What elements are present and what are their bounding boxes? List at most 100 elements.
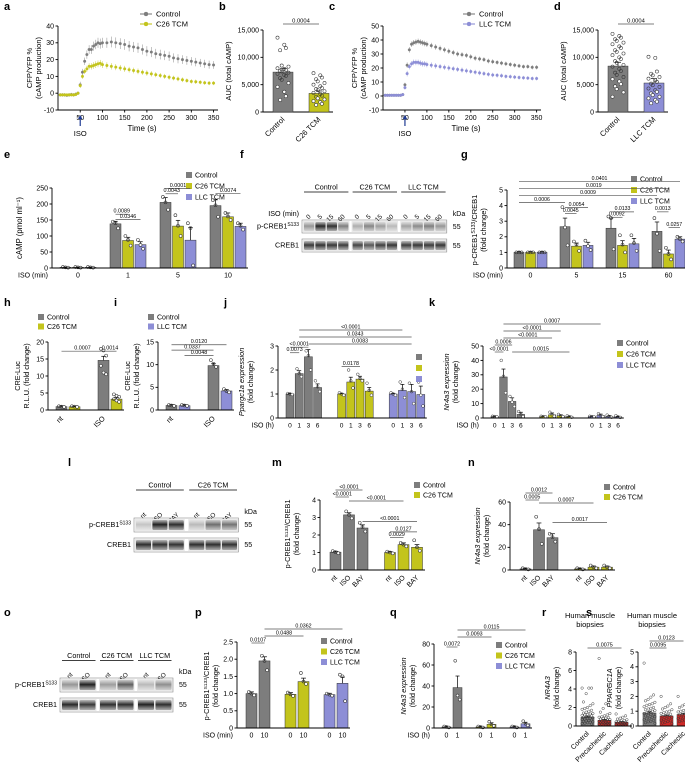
svg-text:0: 0 bbox=[479, 733, 483, 740]
svg-text:ISO (min): ISO (min) bbox=[203, 733, 233, 740]
panel-h-label: h bbox=[4, 297, 11, 309]
svg-text:20: 20 bbox=[46, 57, 54, 64]
panel-m-label: m bbox=[272, 457, 282, 469]
svg-text:60: 60 bbox=[498, 499, 506, 506]
svg-text:(fold change): (fold change) bbox=[451, 361, 460, 404]
svg-text:1: 1 bbox=[524, 733, 528, 740]
svg-text:Control: Control bbox=[479, 10, 504, 19]
svg-text:-10: -10 bbox=[369, 107, 379, 114]
svg-text:(fold change): (fold change) bbox=[552, 667, 561, 710]
svg-text:0: 0 bbox=[502, 567, 506, 574]
svg-text:C26 TCM: C26 TCM bbox=[198, 481, 229, 490]
svg-text:15: 15 bbox=[423, 213, 433, 223]
svg-text:biopsies: biopsies bbox=[638, 620, 666, 629]
svg-text:ISO (h): ISO (h) bbox=[456, 423, 479, 430]
svg-text:0.0007: 0.0007 bbox=[74, 346, 91, 352]
svg-text:10: 10 bbox=[300, 733, 308, 740]
svg-text:Control: Control bbox=[598, 115, 622, 139]
svg-text:2.0: 2.0 bbox=[223, 657, 233, 664]
svg-text:0: 0 bbox=[590, 109, 594, 116]
svg-text:0.0007: 0.0007 bbox=[558, 497, 574, 503]
svg-text:0.0107: 0.0107 bbox=[250, 637, 266, 643]
svg-text:15,000: 15,000 bbox=[238, 27, 260, 34]
svg-text:5: 5 bbox=[414, 213, 422, 221]
svg-text:Human muscle: Human muscle bbox=[627, 611, 677, 620]
svg-text:0: 0 bbox=[150, 407, 154, 414]
svg-text:0.0401: 0.0401 bbox=[592, 176, 608, 182]
svg-text:20: 20 bbox=[471, 387, 479, 394]
svg-text:5: 5 bbox=[499, 187, 503, 194]
svg-text:20: 20 bbox=[371, 65, 379, 72]
panel-g-chart: 0 1 2 3 4 5 0 5 15 60 ISO (min) p-CREB1S133/CREB1 (f… bbox=[470, 176, 685, 280]
svg-text:0.0006: 0.0006 bbox=[534, 197, 550, 203]
svg-text:cAMP (pmol ml⁻¹): cAMP (pmol ml⁻¹) bbox=[15, 197, 24, 259]
svg-text:250: 250 bbox=[36, 185, 48, 192]
svg-text:250: 250 bbox=[163, 115, 175, 122]
panel-h: h 0 5 10 15 20 CRE-Luc R.L.U. (fold change) Con… bbox=[0, 297, 124, 456]
svg-text:0: 0 bbox=[250, 733, 254, 740]
svg-text:0: 0 bbox=[542, 423, 546, 430]
svg-text:Human muscle: Human muscle bbox=[565, 611, 615, 620]
svg-text:ISO: ISO bbox=[583, 574, 597, 588]
svg-text:<0.0001: <0.0001 bbox=[333, 491, 352, 497]
svg-text:15: 15 bbox=[36, 356, 44, 363]
svg-text:R.L.U. (fold change): R.L.U. (fold change) bbox=[132, 343, 141, 408]
svg-text:<0.0001: <0.0001 bbox=[341, 324, 360, 330]
panel-i-chart: 0 5 10 15 CRE-Luc R.L.U. (fold change) Control… bbox=[123, 314, 234, 429]
svg-text:4: 4 bbox=[568, 686, 572, 693]
svg-text:20: 20 bbox=[36, 339, 44, 346]
svg-text:ISO (h): ISO (h) bbox=[251, 423, 274, 430]
svg-text:0: 0 bbox=[305, 213, 313, 221]
svg-text:nt: nt bbox=[142, 671, 151, 680]
svg-text:2: 2 bbox=[312, 532, 316, 539]
svg-text:0.0019: 0.0019 bbox=[586, 183, 602, 189]
svg-text:0: 0 bbox=[76, 273, 80, 280]
svg-text:Control: Control bbox=[505, 643, 528, 650]
svg-text:ISO: ISO bbox=[92, 414, 107, 429]
svg-text:ISO: ISO bbox=[339, 574, 353, 588]
svg-text:10: 10 bbox=[46, 74, 54, 81]
svg-text:10: 10 bbox=[339, 733, 347, 740]
panel-p: p 0 0.5 1.0 1.5 2.0 2.5 0 10 0 10 0 10 ISO (min) p-CR… bbox=[193, 608, 389, 772]
svg-text:<0.0001: <0.0001 bbox=[522, 325, 541, 331]
svg-text:10: 10 bbox=[261, 733, 269, 740]
svg-text:100: 100 bbox=[97, 115, 109, 122]
svg-text:0: 0 bbox=[529, 273, 533, 280]
panel-j-label: j bbox=[224, 297, 228, 309]
svg-text:0: 0 bbox=[288, 423, 292, 430]
panel-e: e 0 50 100 150 200 250 0 1 5 10 ISO (min) cAMP (pmo… bbox=[0, 150, 248, 298]
svg-text:Control: Control bbox=[613, 485, 636, 492]
svg-text:1: 1 bbox=[490, 733, 494, 740]
svg-text:nt: nt bbox=[66, 671, 75, 680]
svg-text:nt: nt bbox=[520, 574, 529, 583]
svg-text:6: 6 bbox=[568, 668, 572, 675]
svg-text:0: 0 bbox=[340, 423, 344, 430]
svg-text:0.0001: 0.0001 bbox=[170, 183, 187, 189]
svg-text:3: 3 bbox=[312, 515, 316, 522]
svg-text:(fold change): (fold change) bbox=[211, 665, 220, 708]
svg-text:15,000: 15,000 bbox=[573, 27, 595, 34]
svg-text:5,000: 5,000 bbox=[241, 82, 259, 89]
svg-text:10,000: 10,000 bbox=[238, 55, 260, 62]
svg-text:0: 0 bbox=[391, 423, 395, 430]
svg-text:0: 0 bbox=[402, 213, 410, 221]
svg-text:0.0029: 0.0029 bbox=[389, 532, 405, 538]
svg-text:0.0005: 0.0005 bbox=[524, 494, 540, 500]
svg-text:2.5: 2.5 bbox=[223, 639, 233, 646]
svg-text:CREB1: CREB1 bbox=[33, 700, 57, 709]
svg-text:2: 2 bbox=[568, 705, 572, 712]
svg-text:50: 50 bbox=[40, 249, 48, 256]
panel-r-label: r bbox=[542, 607, 547, 619]
panel-g-label: g bbox=[461, 149, 468, 161]
panel-o-label: o bbox=[4, 607, 11, 619]
svg-text:0.0012: 0.0012 bbox=[531, 487, 547, 493]
svg-text:0.0043: 0.0043 bbox=[164, 188, 181, 194]
svg-text:LLC TCM: LLC TCM bbox=[195, 195, 225, 202]
svg-text:3: 3 bbox=[559, 423, 563, 430]
panel-q: q 0 20 40 60 80 0 1 0 1 0 1 ISO (h) Nr4a3 expression… bbox=[388, 608, 548, 772]
svg-text:20: 20 bbox=[422, 704, 430, 711]
svg-text:(fold change): (fold change) bbox=[292, 513, 301, 556]
